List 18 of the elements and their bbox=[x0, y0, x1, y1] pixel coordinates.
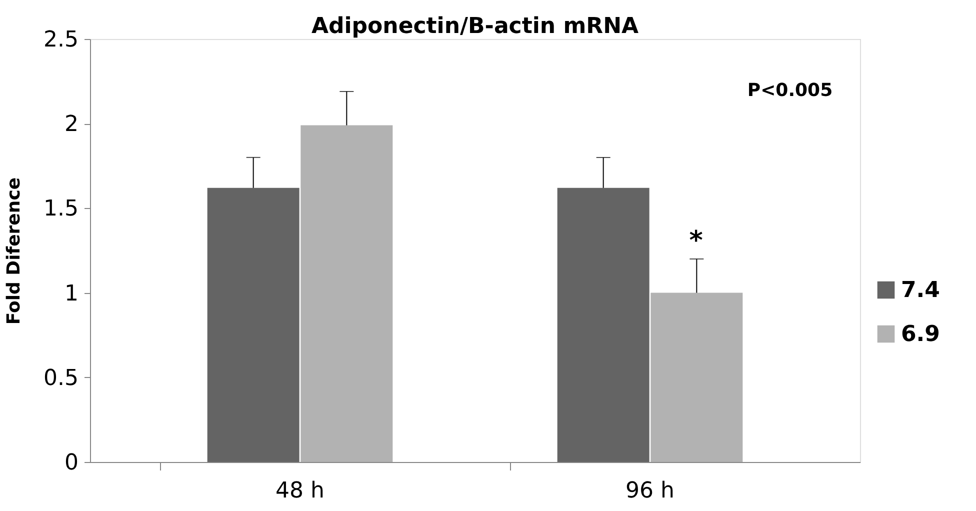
y-tick-label: 0 bbox=[64, 450, 78, 476]
bar bbox=[557, 188, 650, 462]
legend-label: 7.4 bbox=[901, 278, 940, 303]
x-tick-label: 48 h bbox=[276, 478, 324, 504]
bar bbox=[300, 125, 393, 462]
y-tick-label: 2 bbox=[64, 112, 78, 138]
annotation: * bbox=[689, 226, 704, 256]
bar bbox=[207, 188, 300, 462]
bar bbox=[650, 292, 743, 462]
x-tick-label: 96 h bbox=[626, 478, 674, 504]
chart-title: Adiponectin/B-actin mRNA bbox=[311, 14, 639, 39]
legend-label: 6.9 bbox=[901, 322, 940, 347]
y-axis-title: Fold Diference bbox=[4, 177, 25, 325]
y-tick-label: 1.5 bbox=[44, 196, 78, 222]
y-tick-label: 1 bbox=[64, 281, 78, 306]
y-tick-label: 2.5 bbox=[44, 28, 78, 52]
y-tick-label: 0.5 bbox=[44, 366, 78, 391]
annotation: P<0.005 bbox=[747, 80, 833, 101]
